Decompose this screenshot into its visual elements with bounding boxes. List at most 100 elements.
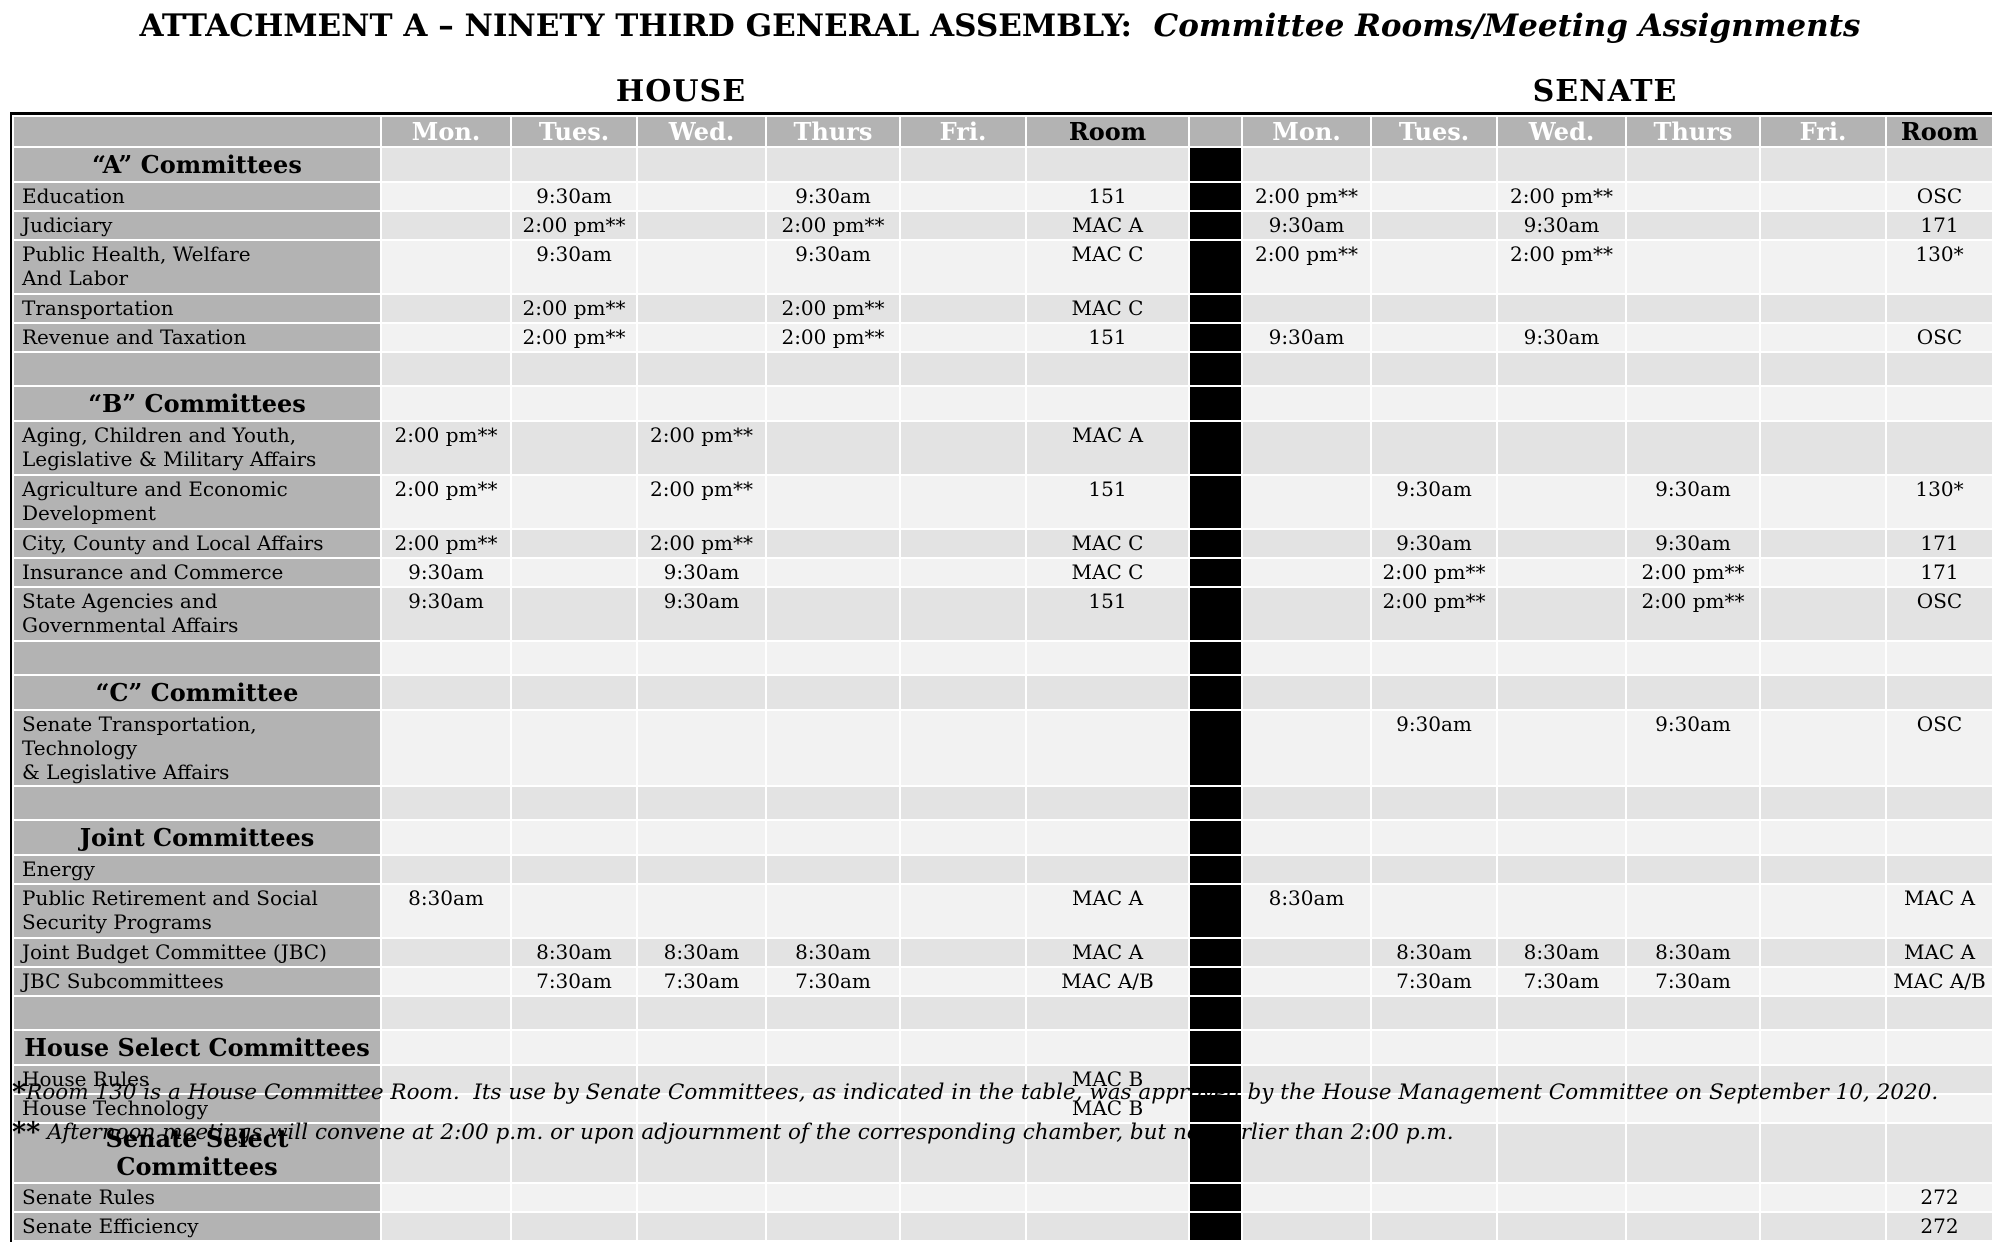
senate-mon-cell: 2:00 pm** <box>1241 239 1372 295</box>
senate-tues-cell <box>1370 181 1498 212</box>
senate-room-cell: 171 <box>1885 528 1994 559</box>
house-wed-cell: 8:30am <box>636 937 767 968</box>
house-fri-cell <box>899 995 1027 1031</box>
house-room-cell <box>1025 385 1190 422</box>
separator-cell <box>1188 1211 1243 1242</box>
separator-cell <box>1188 146 1243 183</box>
senate-mon-cell <box>1241 640 1372 676</box>
senate-mon-cell: 2:00 pm** <box>1241 181 1372 212</box>
senate-thurs-cell <box>1625 674 1761 711</box>
house-thurs-cell <box>765 1029 901 1066</box>
senate-fri-cell <box>1759 420 1887 476</box>
senate-room-cell <box>1885 640 1994 676</box>
senate-thurs-cell <box>1625 1211 1761 1242</box>
senate-fri-cell <box>1759 1029 1887 1066</box>
house-room-cell <box>1025 1182 1190 1213</box>
separator-cell <box>1188 640 1243 676</box>
house-room-cell: MAC C <box>1025 239 1190 295</box>
house-thurs-cell: 2:00 pm** <box>765 322 901 353</box>
senate-thurs-cell: 9:30am <box>1625 528 1761 559</box>
table-row: Aging, Children and Youth, Legislative &… <box>12 420 1994 476</box>
house-tues-header: Tues. <box>510 115 638 148</box>
senate-thurs-cell <box>1625 181 1761 212</box>
separator-cell <box>1188 322 1243 353</box>
senate-mon-cell: 8:30am <box>1241 883 1372 939</box>
house-tues-cell <box>510 557 638 588</box>
senate-wed-cell <box>1496 995 1627 1031</box>
senate-thurs-cell <box>1625 210 1761 241</box>
house-mon-cell <box>380 322 512 353</box>
senate-tues-cell: 9:30am <box>1370 474 1498 530</box>
senate-wed-cell <box>1496 1211 1627 1242</box>
senate-wed-cell <box>1496 1093 1627 1124</box>
separator-cell <box>1188 1064 1243 1095</box>
senate-wed-cell <box>1496 293 1627 324</box>
house-mon-cell: 9:30am <box>380 586 512 642</box>
section-row: House Select Committees <box>12 1029 1994 1066</box>
footnote-text: Afternoon meetings will convene at 2:00 … <box>40 1120 1454 1145</box>
senate-tues-cell <box>1370 854 1498 885</box>
house-room-cell <box>1025 146 1190 183</box>
senate-room-cell <box>1885 785 1994 821</box>
house-thurs-header: Thurs <box>765 115 901 148</box>
senate-room-cell <box>1885 995 1994 1031</box>
senate-tues-cell <box>1370 785 1498 821</box>
house-fri-cell <box>899 966 1027 997</box>
committee-name-cell: House Technology <box>12 1093 382 1124</box>
table-row: Public Retirement and Social Security Pr… <box>12 883 1994 939</box>
house-wed-cell <box>636 239 767 295</box>
house-fri-cell <box>899 854 1027 885</box>
assignments-table-wrapper: Mon. Tues. Wed. Thurs Fri. Room Mon. Tues. Wed. T… <box>10 112 1994 1242</box>
house-mon-header: Mon. <box>380 115 512 148</box>
committee-name-cell: Senate Transportation, Technology & Legi… <box>12 709 382 787</box>
house-wed-cell <box>636 883 767 939</box>
senate-tues-cell: 7:30am <box>1370 966 1498 997</box>
house-mon-cell <box>380 181 512 212</box>
house-tues-cell <box>510 528 638 559</box>
senate-thurs-cell: 2:00 pm** <box>1625 586 1761 642</box>
committee-name-cell: Aging, Children and Youth, Legislative &… <box>12 420 382 476</box>
committee-name-cell: Agriculture and Economic Development <box>12 474 382 530</box>
senate-fri-cell <box>1759 640 1887 676</box>
house-wed-cell <box>636 785 767 821</box>
senate-fri-cell <box>1759 883 1887 939</box>
senate-mon-cell <box>1241 819 1372 856</box>
senate-room-cell: MAC A <box>1885 937 1994 968</box>
house-mon-cell: 2:00 pm** <box>380 528 512 559</box>
house-wed-cell: 2:00 pm** <box>636 528 767 559</box>
house-thurs-cell: 9:30am <box>765 181 901 212</box>
house-tues-cell <box>510 785 638 821</box>
senate-thurs-cell: 9:30am <box>1625 474 1761 530</box>
senate-fri-cell <box>1759 322 1887 353</box>
house-fri-cell <box>899 586 1027 642</box>
house-wed-cell: 2:00 pm** <box>636 474 767 530</box>
footnote-room-130: *Room 130 is a House Committee Room. Its… <box>12 1078 1988 1109</box>
separator-cell <box>1188 293 1243 324</box>
house-mon-cell <box>380 640 512 676</box>
house-tues-cell: 2:00 pm** <box>510 210 638 241</box>
senate-fri-cell <box>1759 674 1887 711</box>
section-row: “C” Committee <box>12 674 1994 711</box>
house-fri-cell <box>899 210 1027 241</box>
house-thurs-cell <box>765 528 901 559</box>
senate-fri-cell <box>1759 937 1887 968</box>
senate-tues-cell <box>1370 1029 1498 1066</box>
header-corner-cell <box>12 115 382 148</box>
senate-room-cell <box>1885 420 1994 476</box>
house-thurs-cell <box>765 146 901 183</box>
house-fri-cell <box>899 819 1027 856</box>
senate-wed-cell: 8:30am <box>1496 937 1627 968</box>
house-thurs-cell <box>765 1064 901 1095</box>
house-tues-cell <box>510 1093 638 1124</box>
house-thurs-cell: 2:00 pm** <box>765 293 901 324</box>
house-wed-cell <box>636 1064 767 1095</box>
house-tues-cell <box>510 674 638 711</box>
spacer-name-cell <box>12 785 382 821</box>
senate-fri-cell <box>1759 1064 1887 1095</box>
senate-room-cell <box>1885 1064 1994 1095</box>
house-tues-cell: 7:30am <box>510 966 638 997</box>
senate-wed-header: Wed. <box>1496 115 1627 148</box>
house-tues-cell <box>510 146 638 183</box>
house-tues-cell <box>510 640 638 676</box>
